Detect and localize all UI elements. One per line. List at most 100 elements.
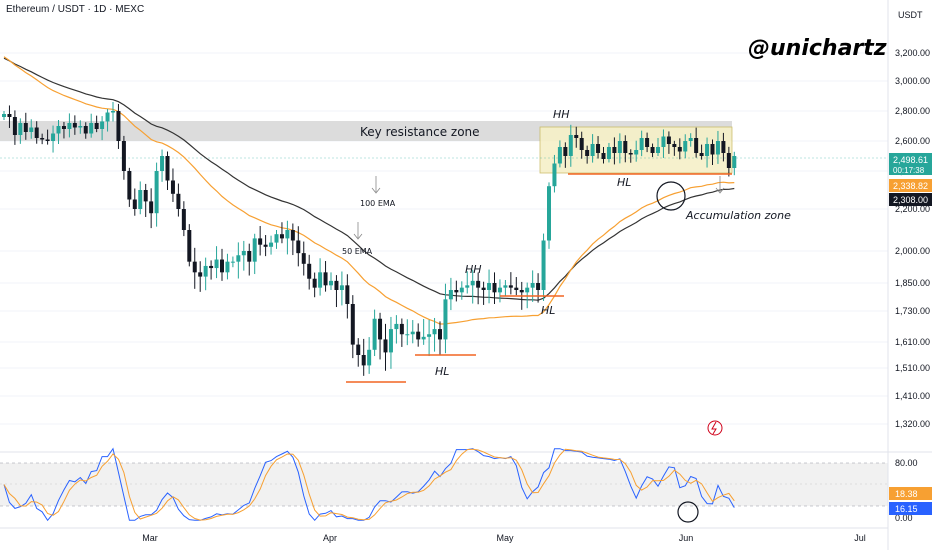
candle-body: [279, 234, 284, 239]
candle-body: [661, 136, 666, 147]
candle-body: [61, 126, 66, 129]
watermark: @unichartz: [748, 36, 887, 61]
candle-body: [105, 112, 110, 122]
price-tag-bg: [889, 179, 932, 192]
candle-body: [606, 147, 611, 159]
candle-body: [143, 190, 148, 202]
candle-body: [116, 111, 121, 141]
candle-body: [721, 141, 726, 153]
candle-body: [732, 156, 737, 168]
price-tick-label: 1,850.00: [895, 278, 930, 288]
candle-body: [339, 285, 344, 290]
currency-label[interactable]: USDT: [898, 10, 923, 20]
candle-body: [127, 171, 132, 200]
candle-body: [345, 285, 350, 304]
candle-body: [514, 287, 519, 290]
candle-body: [388, 329, 393, 353]
candle-body: [51, 133, 56, 141]
price-tick-label: 2,200.00: [895, 204, 930, 214]
key-resistance-label: Key resistance zone: [360, 125, 480, 139]
candle-body: [410, 331, 415, 335]
candle-body: [2, 114, 6, 117]
candle-body: [634, 150, 639, 155]
candle-body: [427, 334, 432, 337]
price-tick-label: 2,800.00: [895, 106, 930, 116]
candle-body: [694, 138, 699, 153]
candle-body: [372, 318, 377, 350]
candle-body: [672, 144, 677, 147]
price-tick-label: 2,000.00: [895, 246, 930, 256]
candle-body: [209, 265, 214, 269]
ema100-label: 100 EMA: [360, 199, 396, 208]
candle-body: [121, 141, 126, 171]
candle-body: [465, 285, 470, 288]
candle-body: [301, 253, 306, 264]
candle-body: [252, 238, 257, 262]
ema100-line: [3, 57, 735, 301]
candle-body: [100, 121, 105, 129]
candle-body: [438, 329, 442, 340]
candle-body: [666, 136, 671, 144]
candle-body: [492, 283, 497, 293]
candle-body: [187, 230, 192, 262]
hh-label-2: HH: [553, 108, 570, 121]
price-tick-label: 1,510.00: [895, 363, 930, 373]
candle-body: [601, 153, 606, 159]
candle-body: [497, 287, 502, 293]
candle-body: [683, 141, 688, 152]
ema50-line: [3, 56, 735, 325]
time-tick-label: Mar: [142, 533, 158, 543]
candle-body: [508, 285, 513, 288]
price-tag-bg: [889, 193, 932, 206]
lightning-icon[interactable]: [707, 420, 723, 436]
price-tag-text: 2,498.61: [893, 155, 928, 165]
candle-body: [307, 263, 312, 279]
stoch-tag-bg: [889, 502, 932, 515]
candle-body: [574, 135, 579, 138]
candle-body: [94, 123, 99, 129]
candle-body: [394, 323, 399, 330]
candle-body: [454, 290, 459, 293]
candle-body: [541, 240, 546, 290]
candle-body: [225, 261, 230, 273]
candle-body: [138, 190, 143, 209]
candle-body: [78, 126, 83, 128]
candle-body: [7, 114, 12, 117]
candle-body: [470, 280, 475, 286]
candle-body: [285, 230, 290, 239]
candles-group: [2, 102, 737, 376]
candle-body: [312, 278, 317, 288]
time-tick-label: Jun: [679, 533, 694, 543]
price-tag-bg: [889, 153, 932, 175]
candle-body: [323, 272, 328, 286]
stoch-tag-text: 16.15: [895, 504, 918, 514]
candle-body: [367, 349, 372, 366]
hh-label-1: HH: [465, 263, 482, 276]
down-arrow-head: [715, 187, 725, 194]
accumulation-label: Accumulation zone: [685, 209, 791, 222]
candle-body: [220, 259, 224, 273]
candle-body: [83, 126, 88, 134]
candle-body: [705, 144, 710, 156]
candle-body: [585, 150, 590, 156]
candle-body: [290, 230, 295, 241]
candle-body: [154, 171, 159, 214]
candle-body: [198, 272, 203, 277]
candle-body: [688, 138, 693, 141]
stoch-d-line: [3, 448, 735, 521]
candle-body: [710, 144, 715, 155]
candle-body: [334, 280, 339, 290]
candle-body: [12, 117, 17, 135]
price-tick-label: 3,000.00: [895, 76, 930, 86]
candle-body: [525, 287, 530, 293]
candle-body: [274, 234, 279, 243]
time-axis[interactable]: Mar Apr May Jun Jul: [142, 533, 866, 543]
candle-body: [519, 290, 524, 293]
candle-body: [399, 323, 404, 335]
candle-body: [715, 141, 720, 155]
candle-body: [552, 163, 557, 187]
candle-body: [247, 251, 252, 262]
candle-body: [476, 280, 481, 288]
price-tag-text: 2,308.00: [893, 195, 928, 205]
